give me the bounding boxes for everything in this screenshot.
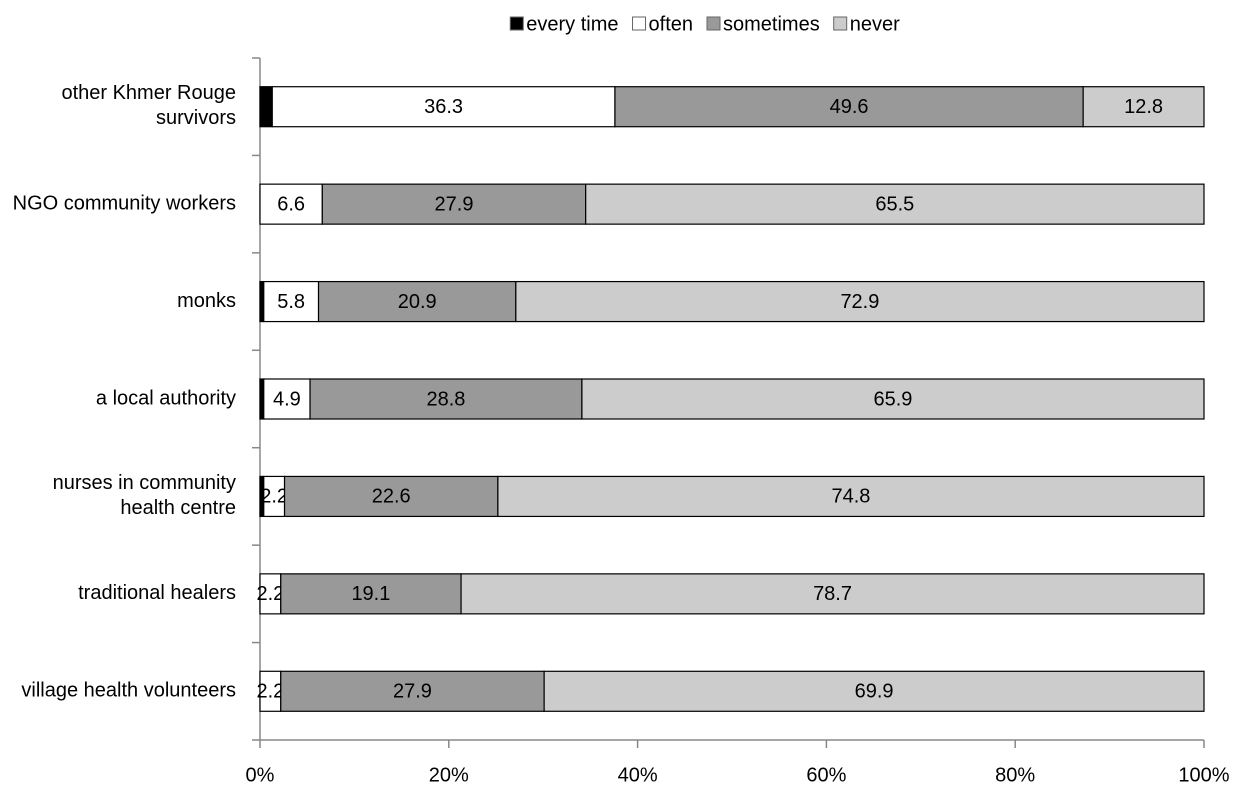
- value-label: 2.2: [256, 681, 284, 703]
- bar-segment: [263, 378, 311, 420]
- x-tick-label: 40%: [618, 764, 658, 786]
- value-label: 65.9: [873, 388, 912, 410]
- value-label: 5.8: [277, 291, 305, 313]
- value-label: 69.9: [855, 681, 894, 703]
- category-label: village health volunteers: [21, 680, 236, 702]
- bar-segment: [321, 183, 587, 225]
- value-label: 2.2: [260, 486, 288, 508]
- legend-label: sometimes: [723, 13, 820, 35]
- value-label: 19.1: [351, 583, 390, 605]
- value-label: 20.9: [398, 291, 437, 313]
- bar-segment: [263, 280, 320, 323]
- category-label: other Khmer Rouge survivors: [61, 82, 236, 129]
- category-label: traditional healers: [78, 582, 236, 604]
- bar-segment: [271, 86, 616, 128]
- bar-segment: [515, 280, 1205, 323]
- bar-segment: [259, 86, 273, 128]
- category-label: a local authority: [96, 387, 236, 409]
- legend-label: often: [649, 13, 693, 35]
- value-label: 4.9: [273, 388, 301, 410]
- value-label: 36.3: [424, 96, 463, 118]
- bar-segment: [317, 280, 517, 323]
- value-label: 27.9: [393, 681, 432, 703]
- bar-segment: [614, 86, 1084, 128]
- bar-segment: [497, 475, 1205, 518]
- value-label: 78.7: [813, 583, 852, 605]
- bar-segment: [460, 573, 1205, 615]
- legend-label: never: [850, 13, 900, 35]
- bar-segment: [543, 670, 1205, 712]
- value-label: 27.9: [435, 193, 474, 215]
- legend-swatch: [833, 16, 848, 31]
- x-tick-label: 100%: [1178, 764, 1229, 786]
- bar-segment: [309, 378, 583, 420]
- x-tick-label: 80%: [995, 764, 1035, 786]
- value-label: 72.9: [840, 291, 879, 313]
- value-label: 22.6: [372, 486, 411, 508]
- value-label: 74.8: [831, 486, 870, 508]
- value-label: 2.2: [256, 583, 284, 605]
- bar-segment: [1082, 86, 1205, 128]
- value-label: 65.5: [875, 193, 914, 215]
- category-label: monks: [177, 290, 236, 312]
- category-label: NGO community workers: [13, 192, 236, 214]
- legend-swatch: [706, 16, 721, 31]
- bar-segment: [280, 573, 462, 615]
- legend-label: every time: [526, 13, 618, 35]
- x-tick-label: 0%: [246, 764, 275, 786]
- bar-segment: [283, 475, 499, 518]
- legend-swatch: [509, 16, 524, 31]
- legend-swatch: [632, 16, 647, 31]
- bar-segment: [581, 378, 1205, 420]
- legend: every time often sometimes never: [509, 13, 900, 35]
- x-tick-label: 60%: [806, 764, 846, 786]
- category-label: nurses in community health centre: [53, 472, 236, 519]
- bar-segment: [585, 183, 1205, 225]
- value-label: 12.8: [1124, 96, 1163, 118]
- x-tick-label: 20%: [429, 764, 469, 786]
- value-label: 6.6: [277, 193, 305, 215]
- value-label: 28.8: [426, 388, 465, 410]
- value-label: 49.6: [830, 96, 869, 118]
